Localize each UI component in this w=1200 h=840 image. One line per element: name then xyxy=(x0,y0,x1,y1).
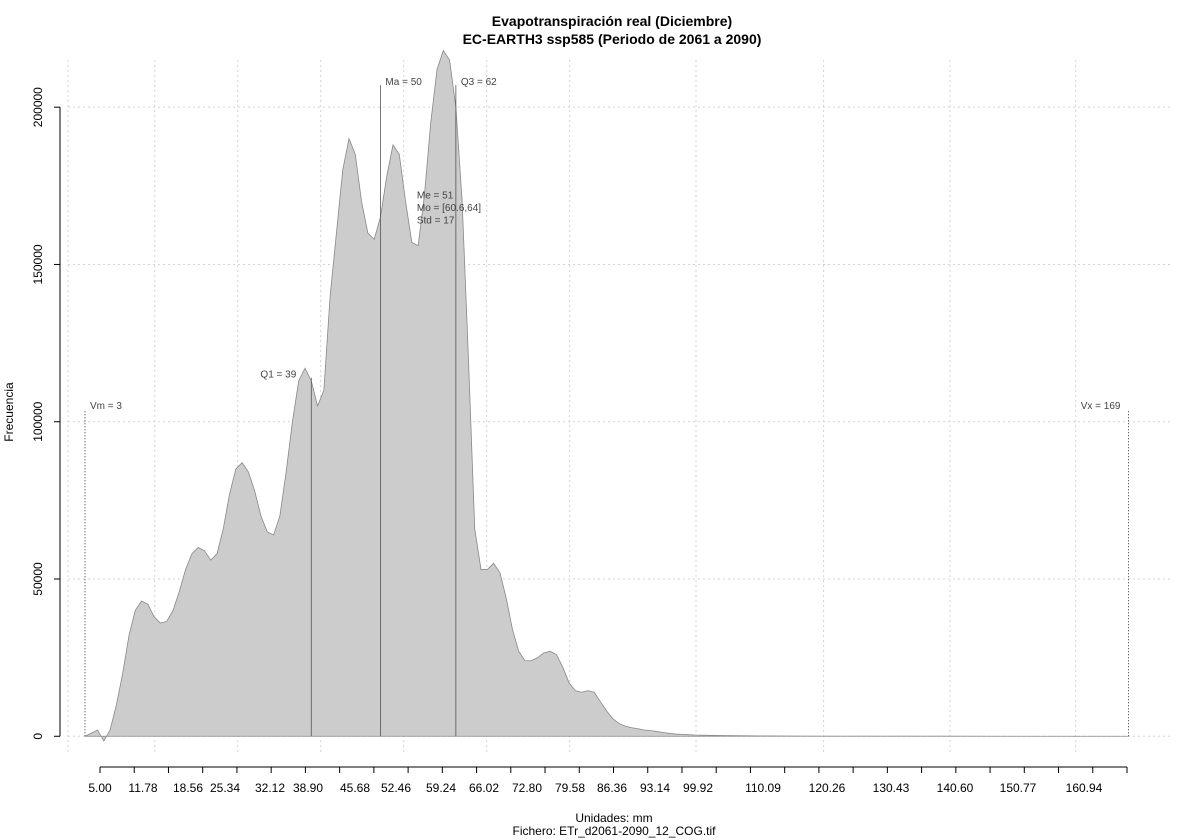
x-tick-label: 120.26 xyxy=(809,781,846,795)
statistic-label: Std = 17 xyxy=(417,216,455,227)
x-tick-label: 99.92 xyxy=(683,781,713,795)
x-tick-label: 18.56 xyxy=(173,781,203,795)
x-tick-label: 45.68 xyxy=(340,781,370,795)
x-tick-label: 59.24 xyxy=(426,781,456,795)
statistic-label: Vm = 3 xyxy=(90,401,122,412)
y-tick-label: 200000 xyxy=(31,87,45,127)
x-tick-label: 25.34 xyxy=(210,781,240,795)
x-tick-label: 52.46 xyxy=(381,781,411,795)
density-area xyxy=(84,49,1129,742)
statistic-label: Q1 = 39 xyxy=(260,370,296,381)
x-tick-label: 5.00 xyxy=(88,781,112,795)
chart-subtitle: EC-EARTH3 ssp585 (Periodo de 2061 a 2090… xyxy=(463,31,762,47)
file-label: Fichero: ETr_d2061-2090_12_COG.tif xyxy=(513,824,717,838)
x-tick-label: 32.12 xyxy=(255,781,285,795)
statistic-label: Q3 = 62 xyxy=(461,77,497,88)
density-polygon xyxy=(84,49,1129,742)
x-tick-label: 66.02 xyxy=(469,781,499,795)
x-tick-label: 130.43 xyxy=(873,781,910,795)
x-tick-label: 110.09 xyxy=(745,781,781,795)
y-axis-label: Frecuencia xyxy=(2,382,16,442)
x-tick-label: 38.90 xyxy=(293,781,323,795)
y-tick-label: 150000 xyxy=(31,244,45,284)
x-tick-label: 93.14 xyxy=(640,781,670,795)
chart-title: Evapotranspiración real (Diciembre) xyxy=(492,13,732,29)
x-tick-label: 86.36 xyxy=(597,781,627,795)
statistic-lines xyxy=(84,85,1130,737)
x-tick-label: 11.78 xyxy=(128,781,157,795)
y-tick-label: 100000 xyxy=(31,401,45,441)
y-tick-label: 0 xyxy=(31,733,45,740)
statistic-label: Vx = 169 xyxy=(1081,401,1121,412)
statistic-label: Ma = 50 xyxy=(385,77,422,88)
x-tick-label: 140.60 xyxy=(937,781,974,795)
x-axis: 5.00 11.78 18.56 25.34 32.12 38.90 45.68 52.46 5… xyxy=(88,766,1128,795)
x-tick-label: 150.77 xyxy=(1000,781,1037,795)
statistic-label: Mo = [60.6,64] xyxy=(417,203,481,214)
x-tick-label: 72.80 xyxy=(512,781,542,795)
x-axis-label: Unidades: mm xyxy=(575,811,652,825)
statistic-label: Me = 51 xyxy=(417,190,454,201)
x-tick-label: 160.94 xyxy=(1066,781,1103,795)
statistic-annotations: Vm = 3 Q1 = 39 Ma = 50 Q3 = 62 Vx = 169 Me = … xyxy=(90,77,1121,412)
x-tick-label: 79.58 xyxy=(555,781,585,795)
y-tick-label: 50000 xyxy=(31,562,45,596)
y-axis: 0 50000 100000 150000 200000 xyxy=(31,87,61,740)
